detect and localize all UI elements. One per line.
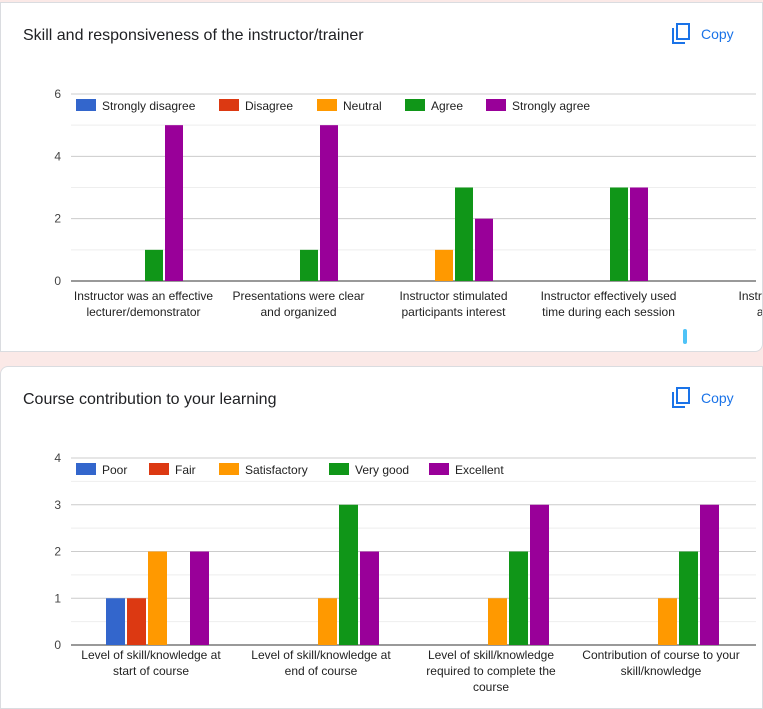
x-category-label: Instructor effectively used — [541, 289, 677, 303]
y-tick-label: 2 — [54, 212, 61, 226]
bar — [475, 218, 493, 281]
copy-icon — [671, 23, 691, 45]
legend-swatch — [486, 99, 506, 111]
bar — [530, 504, 549, 645]
x-category-label: Level of skill/knowledge — [428, 648, 554, 662]
bar — [658, 598, 677, 645]
legend-label: Satisfactory — [245, 463, 308, 477]
legend-swatch — [429, 463, 449, 475]
horizontal-scroll-indicator[interactable] — [683, 329, 687, 344]
copy-label: Copy — [701, 26, 734, 42]
x-category-label: Level of skill/knowledge at — [251, 648, 391, 662]
copy-label: Copy — [701, 390, 734, 406]
legend-label: Fair — [175, 463, 196, 477]
y-tick-label: 4 — [54, 451, 61, 465]
copy-icon — [671, 387, 691, 409]
legend-swatch — [219, 99, 239, 111]
legend-swatch — [219, 463, 239, 475]
x-category-label: Presentations were clear — [232, 289, 364, 303]
legend-swatch — [317, 99, 337, 111]
x-category-label: start of course — [113, 664, 189, 678]
bar — [455, 187, 473, 281]
legend-label: Disagree — [245, 99, 293, 113]
bar — [679, 551, 698, 645]
legend-label: Very good — [355, 463, 409, 477]
y-tick-label: 3 — [54, 498, 61, 512]
bar — [610, 187, 628, 281]
x-category-label: participants interest — [401, 305, 506, 319]
x-category-label: Level of skill/knowledge at — [81, 648, 221, 662]
y-tick-label: 6 — [54, 87, 61, 101]
legend-swatch — [149, 463, 169, 475]
bar — [145, 249, 163, 281]
legend-label: Excellent — [455, 463, 504, 477]
y-tick-label: 1 — [54, 591, 61, 605]
y-tick-label: 2 — [54, 545, 61, 559]
bar — [106, 598, 125, 645]
legend-label: Strongly disagree — [102, 99, 196, 113]
chart-title: Skill and responsiveness of the instruct… — [23, 27, 364, 44]
legend-swatch — [329, 463, 349, 475]
bar-chart-course: 0 1 2 3 4 Level of skill/knowledge at start of… — [54, 451, 756, 694]
x-category-label: Instructor stimulated — [399, 289, 507, 303]
legend-swatch — [76, 463, 96, 475]
legend-label: Strongly agree — [512, 99, 590, 113]
bar — [320, 125, 338, 282]
x-category-label: skill/knowledge — [621, 664, 702, 678]
y-tick-label: 0 — [54, 638, 61, 652]
bar — [488, 598, 507, 645]
bar — [165, 125, 183, 282]
bar — [339, 504, 358, 645]
bar — [318, 598, 337, 645]
bar — [190, 551, 209, 645]
copy-chart-button[interactable]: Copy — [671, 21, 734, 47]
chart-card-course: Course contribution to your learning Cop… — [0, 366, 763, 709]
legend-swatch — [405, 99, 425, 111]
y-tick-label: 0 — [54, 274, 61, 288]
x-category-label: required to complete the — [426, 664, 556, 678]
bar — [127, 598, 146, 645]
x-category-label: Instructor was an effective — [74, 289, 214, 303]
bar — [148, 551, 167, 645]
x-category-label: Instructor — [738, 289, 763, 303]
bar — [630, 187, 648, 281]
x-category-label: course — [473, 680, 509, 694]
x-category-label: time during each session — [542, 305, 675, 319]
legend-label: Agree — [431, 99, 463, 113]
bar — [435, 249, 453, 281]
copy-chart-button[interactable]: Copy — [671, 385, 734, 411]
chart-card-instructor: Skill and responsiveness of the instruct… — [0, 2, 763, 352]
chart-title: Course contribution to your learning — [23, 391, 277, 408]
x-category-label: and organized — [260, 305, 336, 319]
bar-chart-instructor: 0 2 4 6 Instructor was an effective lecturer/… — [54, 87, 763, 319]
x-category-label: Contribution of course to your — [582, 648, 739, 662]
bar — [700, 504, 719, 645]
legend-swatch — [76, 99, 96, 111]
bar — [360, 551, 379, 645]
bar — [300, 249, 318, 281]
x-category-label: end of course — [285, 664, 358, 678]
y-tick-label: 4 — [54, 149, 61, 163]
legend-label: Poor — [102, 463, 127, 477]
legend-label: Neutral — [343, 99, 382, 113]
x-category-label: lecturer/demonstrator — [86, 305, 200, 319]
bar — [509, 551, 528, 645]
x-category-label: an — [757, 305, 763, 319]
